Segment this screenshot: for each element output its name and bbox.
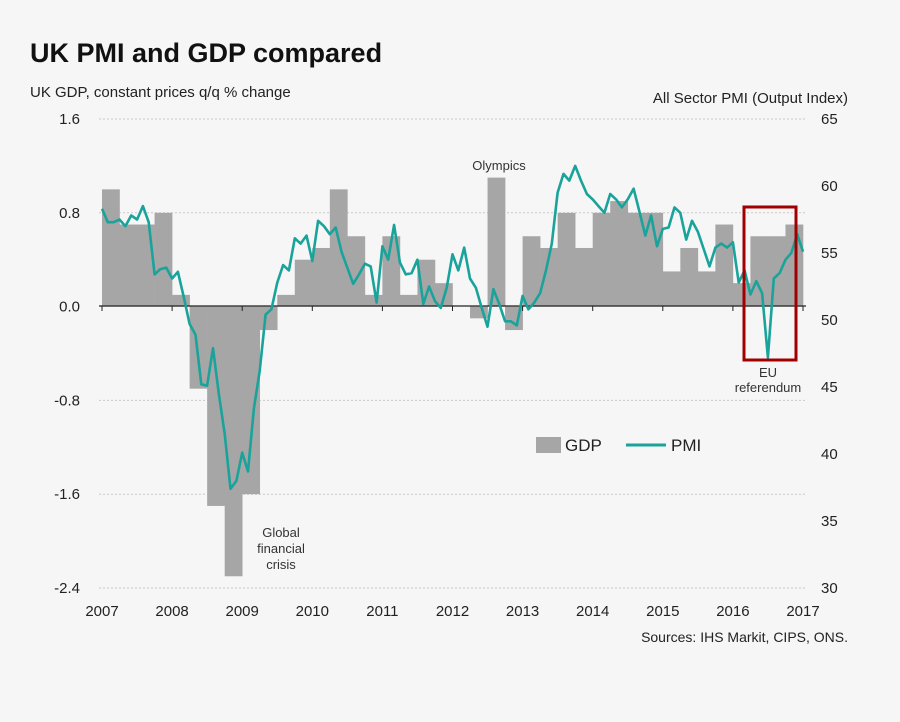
right-y-tick-label: 35 [821, 513, 838, 530]
gdp-bar [347, 236, 366, 307]
gdp-bar [610, 201, 629, 307]
gdp-bar [364, 294, 383, 307]
left-y-tick-label: 0.0 [59, 299, 80, 316]
right-y-axis: 65 60 55 50 45 40 35 30 [821, 111, 838, 597]
x-tick-label: 2014 [576, 603, 609, 620]
right-y-tick-label: 30 [821, 580, 838, 597]
left-y-tick-label: -1.6 [54, 486, 80, 503]
annotation-gfc-line2: financial [257, 541, 305, 556]
x-tick-label: 2017 [786, 603, 819, 620]
annotation-gfc-line3: crisis [266, 557, 296, 572]
x-tick-label: 2012 [436, 603, 469, 620]
annotation-olympics: Olympics [472, 158, 526, 173]
left-axis-label: UK GDP, constant prices q/q % change [30, 84, 291, 101]
right-y-tick-label: 55 [821, 245, 838, 262]
gdp-bar [750, 236, 769, 307]
x-tick-label: 2013 [506, 603, 539, 620]
right-y-tick-label: 65 [821, 111, 838, 128]
right-y-tick-label: 45 [821, 379, 838, 396]
pmi-line-group [100, 164, 805, 491]
gdp-bar [487, 177, 506, 307]
gdp-bar [189, 306, 208, 389]
gdp-bar [137, 224, 155, 307]
gdp-bar [732, 283, 751, 307]
gdp-bar [329, 189, 348, 307]
x-tick-label: 2008 [155, 603, 188, 620]
gdp-bar [592, 212, 611, 307]
source-note: Sources: IHS Markit, CIPS, ONS. [641, 629, 848, 645]
gdp-bar [277, 294, 296, 307]
gdp-bar [697, 271, 716, 307]
gdp-bar [242, 306, 261, 495]
gdp-bar [540, 247, 558, 307]
right-y-tick-label: 40 [821, 446, 838, 463]
gdp-bar [399, 294, 418, 307]
x-tick-label: 2009 [226, 603, 259, 620]
left-y-tick-label: 0.8 [59, 205, 80, 222]
chart-title: UK PMI and GDP compared [30, 38, 382, 68]
eu-referendum-highlight-box [742, 205, 798, 362]
gdp-bar [154, 212, 173, 307]
left-y-tick-label: -0.8 [54, 392, 80, 409]
gdp-bar [575, 247, 593, 307]
legend-pmi-label: PMI [671, 436, 701, 455]
legend-gdp-label: GDP [565, 436, 602, 455]
x-tick-label: 2007 [85, 603, 118, 620]
gdp-bar [312, 247, 331, 307]
gdp-bar [557, 212, 576, 307]
gdp-bar [470, 306, 488, 319]
right-y-tick-label: 60 [821, 178, 838, 195]
gdp-bar [294, 259, 313, 307]
gdp-bar [172, 294, 190, 307]
x-tick-label: 2011 [366, 603, 398, 620]
left-y-tick-label: -2.4 [54, 580, 80, 597]
gdp-bars [102, 177, 804, 577]
gdp-bar [102, 189, 120, 307]
gdp-bar [767, 236, 786, 307]
annotation-eu-line2: referendum [735, 380, 801, 395]
x-tick-label: 2010 [296, 603, 329, 620]
left-y-tick-label: 1.6 [59, 111, 80, 128]
legend: GDP PMI [536, 436, 701, 455]
x-tick-label: 2015 [646, 603, 679, 620]
gdp-bar [224, 306, 243, 577]
x-axis: 2007 2008 2009 2010 2011 2012 2013 2014 2015 2016… [85, 306, 820, 620]
gdp-bar [680, 247, 699, 307]
gdp-bar [785, 224, 804, 307]
left-y-axis: 1.6 0.8 0.0 -0.8 -1.6 -2.4 [54, 111, 80, 597]
annotation-gfc-line1: Global [262, 525, 300, 540]
x-tick-label: 2016 [716, 603, 749, 620]
pmi-line [100, 164, 805, 491]
gdp-bar [119, 224, 138, 307]
gdp-bar [522, 236, 541, 307]
legend-gdp-swatch [536, 437, 561, 453]
annotation-eu-line1: EU [759, 365, 777, 380]
gdp-bar [645, 212, 664, 307]
right-y-tick-label: 50 [821, 312, 838, 329]
gdp-bar [627, 212, 646, 307]
gdp-bar [207, 306, 225, 506]
right-axis-label: All Sector PMI (Output Index) [653, 90, 848, 107]
gdp-bar [662, 271, 681, 307]
gdp-bar [715, 224, 734, 307]
